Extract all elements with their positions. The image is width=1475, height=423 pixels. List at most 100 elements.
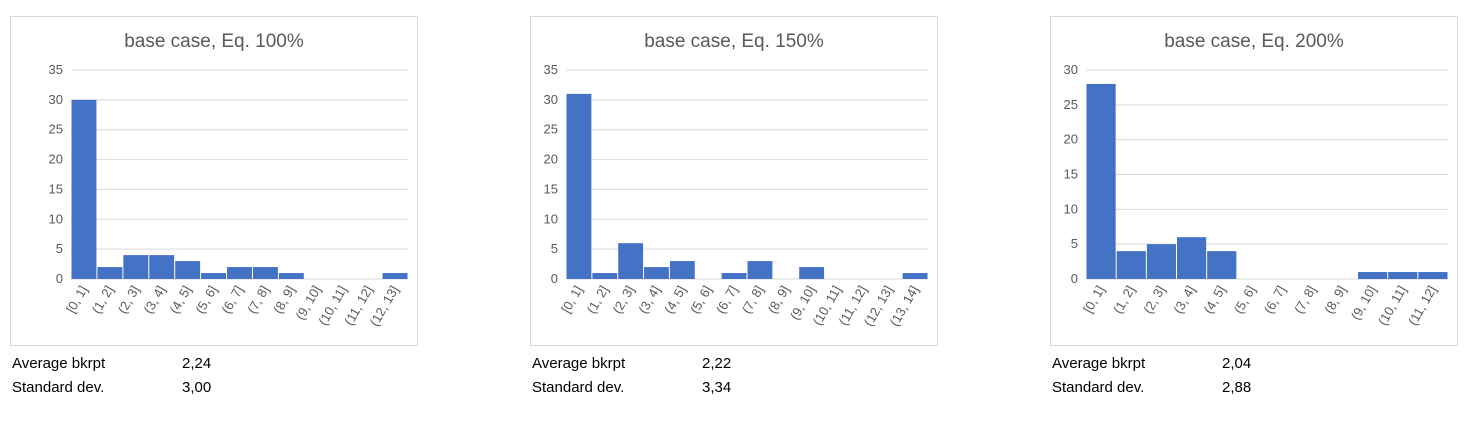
x-tick-label: (3, 4]: [635, 283, 663, 316]
x-tick-label: (6, 7]: [1261, 283, 1289, 316]
histogram-bar: [201, 273, 227, 279]
stddev-value: 3,00: [182, 379, 212, 396]
histogram-bar: [1086, 83, 1116, 279]
histogram-panel-eq-150: base case, Eq. 150% 0 5 10 15 20 25 30 35 [0, 1]…: [530, 0, 970, 423]
y-tick-label: 30: [1064, 62, 1078, 77]
x-tick-label: (1, 2]: [89, 283, 117, 316]
histogram-bar: [1358, 272, 1388, 279]
x-tick-label: (10, 11]: [1375, 283, 1410, 328]
x-tick-label: [0, 1]: [558, 283, 585, 316]
y-tick-label: 5: [551, 241, 558, 256]
histogram-bar: [1146, 244, 1176, 279]
histogram-bar: [71, 99, 97, 279]
histogram-bar: [278, 273, 304, 279]
stddev-value: 2,88: [1222, 379, 1252, 396]
x-tick-label: (3, 4]: [141, 283, 169, 316]
average-value: 2,22: [702, 355, 732, 372]
x-tick-label: (7, 8]: [244, 283, 272, 316]
histogram-bar: [1177, 237, 1207, 279]
average-value: 2,04: [1222, 355, 1252, 372]
y-tick-label: 20: [49, 152, 63, 167]
x-tick-label: (5, 6]: [687, 283, 715, 316]
y-tick-label: 5: [56, 241, 63, 256]
y-tick-label: 0: [1071, 271, 1078, 286]
x-tick-label: (4, 5]: [1201, 283, 1229, 316]
histogram-bar: [592, 273, 618, 279]
histogram-plot: 0 5 10 15 20 25 30 35 [0, 1](1, 2](2, 3](3, 4](4…: [49, 62, 408, 329]
chart-title: base case, Eq. 150%: [644, 31, 824, 52]
histogram-bar: [747, 261, 773, 279]
x-tick-label: (6, 7]: [713, 283, 741, 316]
y-tick-label: 25: [1064, 97, 1078, 112]
x-tick-label: (7, 8]: [1291, 283, 1319, 316]
x-tick-label: (5, 6]: [192, 283, 220, 316]
x-tick-label: (7, 8]: [739, 283, 767, 316]
histogram-bar: [721, 273, 747, 279]
x-tick-label: (2, 3]: [1140, 283, 1168, 316]
x-tick-label: (2, 3]: [115, 283, 143, 316]
y-tick-label: 0: [551, 271, 558, 286]
histogram-bar: [1207, 251, 1237, 279]
histogram-bar: [123, 255, 149, 279]
histogram-bar: [1116, 251, 1146, 279]
histogram-panel-eq-100: base case, Eq. 100% 0 5 10 15 20 25 30 35 [0, 1]…: [10, 0, 450, 423]
chart-title: base case, Eq. 100%: [124, 31, 304, 52]
y-tick-label: 35: [544, 62, 558, 77]
average-label: Average bkrpt: [12, 355, 106, 372]
average-value: 2,24: [182, 355, 212, 372]
x-tick-label: (1, 2]: [1110, 283, 1138, 316]
chart-title: base case, Eq. 200%: [1164, 31, 1344, 52]
x-tick-label: [0, 1]: [1080, 283, 1107, 316]
histogram-bar: [669, 261, 695, 279]
chart-area: base case, Eq. 200% 0 5 10 15 20 25 30 [0, 1] (1…: [1050, 16, 1458, 346]
y-tick-label: 35: [49, 62, 63, 77]
histogram-bar: [799, 267, 825, 279]
y-tick-label: 25: [544, 122, 558, 137]
histogram-bar: [902, 273, 928, 279]
y-tick-label: 15: [1064, 167, 1078, 182]
y-tick-label: 25: [49, 122, 63, 137]
chart-area: base case, Eq. 150% 0 5 10 15 20 25 30 35 [0, 1]…: [530, 16, 938, 346]
y-tick-label: 0: [56, 271, 63, 286]
y-tick-label: 20: [544, 152, 558, 167]
chart-area: base case, Eq. 100% 0 5 10 15 20 25 30 35 [0, 1]…: [10, 16, 418, 346]
y-tick-label: 15: [544, 181, 558, 196]
y-tick-label: 20: [1064, 132, 1078, 147]
histogram-plot: 0 5 10 15 20 25 30 35 [0, 1](1, 2](2, 3](3, 4](4…: [544, 62, 928, 329]
histogram-bar: [1388, 272, 1418, 279]
x-tick-label: [0, 1]: [63, 283, 90, 316]
average-label: Average bkrpt: [532, 355, 626, 372]
stddev-label: Standard dev.: [1052, 379, 1145, 396]
histogram-bar: [618, 243, 644, 279]
x-tick-label: (6, 7]: [218, 283, 246, 316]
y-tick-label: 30: [544, 92, 558, 107]
average-label: Average bkrpt: [1052, 355, 1146, 372]
x-tick-label: (9, 10]: [1348, 283, 1379, 322]
histogram-bar: [149, 255, 175, 279]
histogram-bar: [382, 273, 408, 279]
stddev-label: Standard dev.: [532, 379, 625, 396]
y-tick-label: 15: [49, 181, 63, 196]
histogram-bar: [97, 267, 123, 279]
stddev-label: Standard dev.: [12, 379, 105, 396]
x-tick-label: (1, 2]: [584, 283, 612, 316]
x-tick-label: (4, 5]: [166, 283, 194, 316]
histogram-bar: [566, 93, 592, 279]
x-tick-label: (2, 3]: [609, 283, 637, 316]
stddev-value: 3,34: [702, 379, 732, 396]
histogram-bar: [644, 267, 669, 279]
histogram-plot: 0 5 10 15 20 25 30 [0, 1] (1, 2] (2, 3] (3, 4] (4, …: [1064, 62, 1448, 328]
y-tick-label: 5: [1071, 236, 1078, 251]
x-tick-label: (8, 9]: [1321, 283, 1349, 316]
histogram-bar: [175, 261, 201, 279]
y-tick-label: 10: [544, 211, 558, 226]
histogram-bar: [1418, 272, 1448, 279]
x-tick-label: (5, 6]: [1231, 283, 1259, 316]
y-tick-label: 30: [49, 92, 63, 107]
x-tick-label: (4, 5]: [661, 283, 689, 316]
y-tick-label: 10: [49, 211, 63, 226]
x-tick-label: (11, 12]: [1405, 283, 1440, 328]
y-tick-label: 10: [1064, 201, 1078, 216]
histogram-bar: [227, 267, 252, 279]
x-tick-label: (3, 4]: [1170, 283, 1198, 316]
